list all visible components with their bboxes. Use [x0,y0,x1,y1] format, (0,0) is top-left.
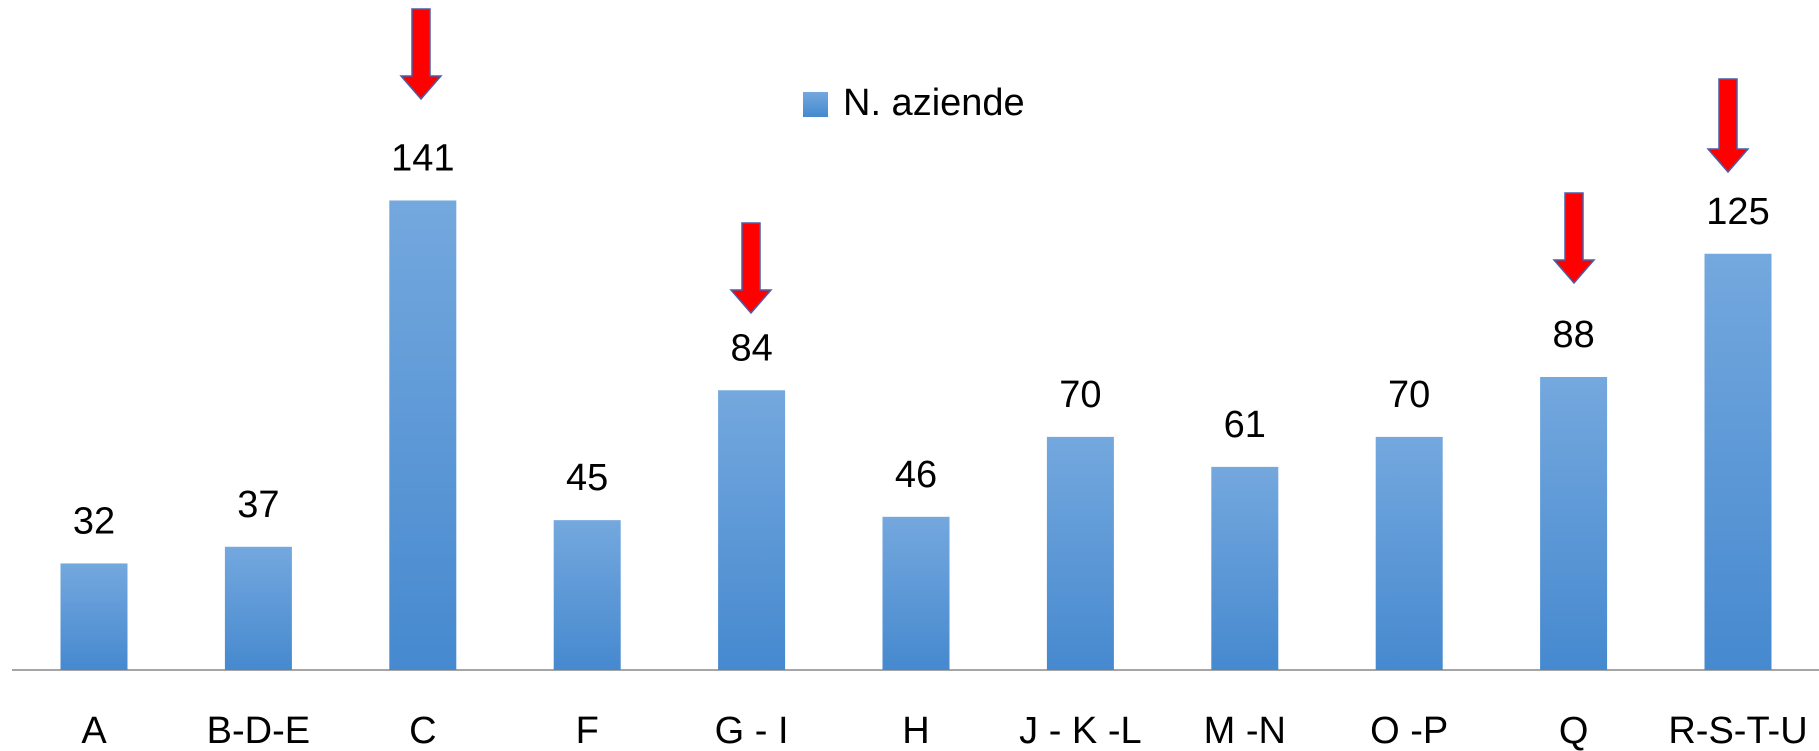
x-tick-label: Q [1559,710,1589,751]
x-tick-label: A [81,710,107,751]
x-tick-label: R-S-T-U [1668,710,1807,751]
arrow [399,8,443,101]
x-tick-label: B-D-E [207,710,310,751]
x-tick-label: J - K -L [1019,710,1141,751]
data-label: 141 [391,138,454,180]
arrow [1552,192,1596,285]
data-label: 88 [1552,314,1594,356]
x-tick-label: O -P [1370,710,1448,751]
x-tick-label: G - I [715,710,789,751]
arrows [399,8,1750,315]
bar [1211,466,1279,670]
data-label: 46 [895,454,937,496]
data-label: 61 [1224,404,1266,446]
data-label: 37 [237,484,279,526]
data-label: 84 [730,327,772,369]
bar [553,520,621,670]
data-label: 45 [566,457,608,499]
x-tick-label: H [902,710,929,751]
bar [1540,376,1608,670]
arrow [729,222,773,315]
x-tick-label: F [576,710,599,751]
bar [882,516,950,670]
x-tick-label: C [409,710,436,751]
x-tick-label: M -N [1204,710,1286,751]
bar [1704,253,1772,670]
bar [389,200,457,670]
data-label: 70 [1059,374,1101,416]
legend-swatch [803,92,828,117]
bar [718,390,786,670]
legend-label: N. aziende [843,82,1025,124]
bar [60,563,128,670]
bar [224,546,292,670]
bar [1046,436,1114,670]
arrow [1706,78,1750,174]
bar [1375,436,1443,670]
data-label: 32 [73,500,115,542]
data-label: 125 [1706,191,1769,233]
data-label: 70 [1388,374,1430,416]
